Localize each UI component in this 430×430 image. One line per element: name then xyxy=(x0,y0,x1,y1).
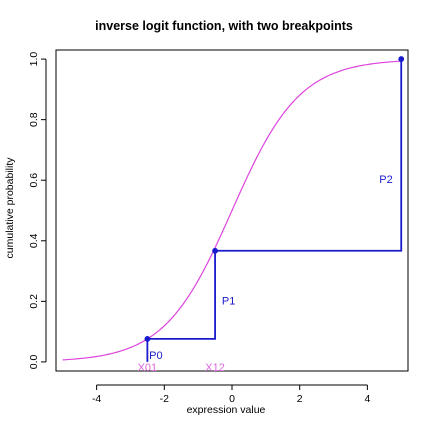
plot-layer: P0 P1 P2 X01 X12 xyxy=(62,56,405,374)
y-axis-label: cumulative probability xyxy=(4,157,16,259)
inverse-logit-curve xyxy=(62,60,402,361)
annotation-p2: P2 xyxy=(379,174,392,186)
x-tick-label: -4 xyxy=(92,393,101,405)
y-tick-label: 0.6 xyxy=(28,173,40,188)
breakpoint-marker xyxy=(212,247,218,254)
step-line xyxy=(146,59,403,362)
y-tick-label: 0.4 xyxy=(28,233,40,248)
x-tick-label: 4 xyxy=(364,393,370,405)
annotation-p1: P1 xyxy=(222,295,235,307)
annotation-x12: X12 xyxy=(205,362,225,374)
y-tick-label: 1.0 xyxy=(28,52,40,67)
x-tick-label: -2 xyxy=(160,393,169,405)
annotation-p0: P0 xyxy=(149,350,162,362)
y-tick-label: 0.8 xyxy=(28,112,40,127)
y-tick-label: 0.0 xyxy=(28,354,40,369)
y-axis: 0.0 0.2 0.4 0.6 0.8 1.0 xyxy=(28,52,47,369)
breakpoint-marker xyxy=(398,56,405,62)
annotation-x01: X01 xyxy=(138,362,158,374)
plot-frame xyxy=(55,49,409,372)
x-tick-label: 0 xyxy=(229,393,235,405)
x-axis-label: expression value xyxy=(187,404,266,416)
x-tick-label: 2 xyxy=(297,393,303,405)
y-tick-label: 0.2 xyxy=(28,294,40,309)
breakpoint-marker xyxy=(144,336,151,342)
x-axis: -4 -2 0 2 4 xyxy=(92,384,370,405)
chart-title: inverse logit function, with two breakpo… xyxy=(95,19,353,33)
